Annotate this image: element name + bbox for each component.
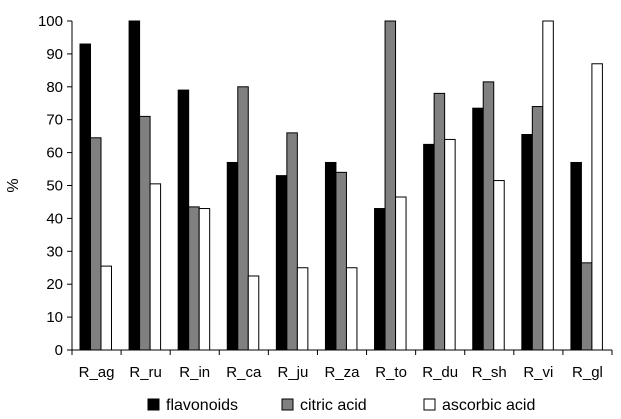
x-tick-label: R_ru (129, 364, 162, 381)
bar-citric-acid-r-gl (580, 262, 593, 351)
bar-ascorbic-acid-r-gl (591, 63, 603, 351)
x-tick-label: R_ag (79, 364, 115, 381)
legend-swatch-flavonoids (147, 398, 160, 411)
x-tick-label: R_vi (523, 364, 553, 381)
bar-citric-acid-r-to (384, 20, 397, 351)
bar-citric-acid-r-sh (482, 81, 495, 351)
y-tick-label: 20 (46, 276, 63, 293)
bar-ascorbic-acid-r-in (198, 208, 211, 351)
legend-swatch-citric-acid (281, 398, 294, 411)
bar-citric-acid-r-ca (237, 86, 249, 351)
bar-ascorbic-acid-r-to (395, 196, 407, 351)
bar-flavonoids-r-ag (79, 43, 91, 351)
bars-group (79, 20, 603, 351)
bar-flavonoids-r-sh (472, 107, 484, 351)
y-tick-label: 0 (55, 342, 63, 359)
x-tick-label: R_za (324, 364, 360, 381)
y-tick-label: 10 (46, 309, 63, 326)
bar-ascorbic-acid-r-ag (100, 265, 112, 351)
x-tick-label: R_ju (277, 364, 308, 381)
legend: flavonoids citric acid ascorbic acid (147, 397, 535, 414)
bar-ascorbic-acid-r-sh (493, 180, 505, 351)
bar-citric-acid-r-du (433, 92, 446, 351)
legend-swatch-ascorbic-acid (423, 398, 436, 411)
x-tick-label: R_ca (226, 364, 262, 381)
y-axis: 0 10 20 30 40 50 60 70 80 90 100 (38, 13, 73, 359)
y-axis-title: % (5, 178, 22, 192)
bar-flavonoids-r-gl (570, 161, 582, 351)
legend-label-citric-acid: citric acid (300, 397, 367, 414)
bar-flavonoids-r-vi (521, 134, 533, 351)
x-axis: R_ag R_ru R_in R_ca R_ju R_za R_to R_du R_sh R_vi… (71, 349, 613, 381)
x-tick-label: R_du (422, 364, 458, 381)
y-tick-label: 50 (46, 178, 63, 195)
y-tick-label: 90 (46, 46, 63, 63)
bar-flavonoids-r-to (374, 208, 386, 351)
bar-flavonoids-r-in (177, 89, 190, 351)
x-tick-label: R_in (179, 364, 210, 381)
bar-citric-acid-r-ru (139, 115, 151, 351)
bar-ascorbic-acid-r-du (444, 138, 456, 351)
y-tick-label: 70 (46, 112, 63, 129)
bar-citric-acid-r-vi (531, 106, 544, 351)
bar-citric-acid-r-ju (286, 132, 298, 351)
bar-citric-acid-r-za (335, 171, 347, 351)
y-tick-label: 40 (46, 210, 63, 227)
x-tick-label: R_to (375, 364, 407, 381)
legend-label-flavonoids: flavonoids (166, 397, 238, 414)
y-tick-label: 60 (46, 145, 63, 162)
bar-flavonoids-r-ru (128, 20, 141, 351)
bar-flavonoids-r-ca (226, 161, 239, 351)
bar-ascorbic-acid-r-ju (296, 267, 309, 351)
bar-ascorbic-acid-r-ru (149, 183, 162, 351)
bar-flavonoids-r-za (324, 161, 337, 351)
bar-ascorbic-acid-r-za (345, 267, 358, 351)
y-tick-label: 100 (38, 13, 63, 30)
bar-citric-acid-r-ag (90, 137, 102, 351)
bar-ascorbic-acid-r-vi (542, 20, 554, 351)
y-tick-label: 80 (46, 79, 63, 96)
bar-flavonoids-r-ju (275, 175, 288, 351)
bar-ascorbic-acid-r-ca (247, 275, 260, 351)
x-tick-label: R_sh (472, 364, 507, 381)
x-tick-label: R_gl (572, 364, 603, 381)
legend-label-ascorbic-acid: ascorbic acid (442, 397, 535, 414)
y-tick-label: 30 (46, 243, 63, 260)
bar-citric-acid-r-in (188, 206, 200, 351)
bar-flavonoids-r-du (423, 143, 435, 351)
